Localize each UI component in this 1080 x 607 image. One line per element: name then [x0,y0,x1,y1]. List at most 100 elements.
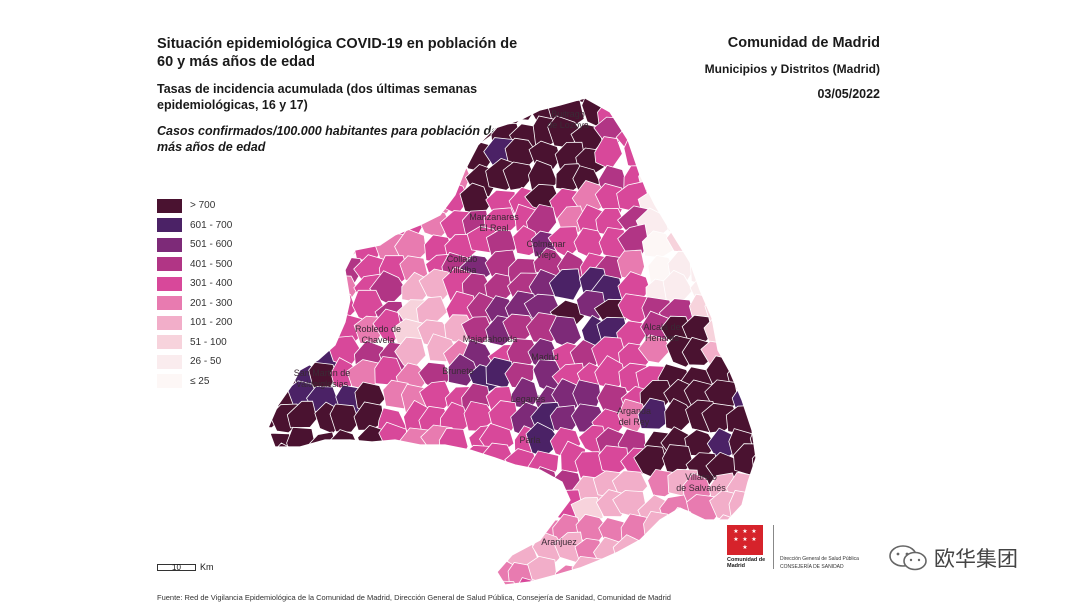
municipality-area [312,553,345,585]
municipality-area [750,354,756,388]
municipality-area [749,226,756,259]
legend-item: 501 - 600 [157,235,232,255]
municipality-area [268,98,276,104]
municipality-area [679,136,716,169]
map-subtitle: Tasas de incidencia acumulada (dos últim… [157,82,478,112]
municipality-area [336,141,366,176]
municipality-area [288,453,324,483]
municipality-area [268,497,273,526]
municipality-area [309,431,338,461]
municipality-area [268,342,274,373]
municipality-area [268,360,279,394]
municipality-area [464,98,499,126]
municipality-area [665,116,695,147]
municipality-area [268,251,296,283]
place-label: Leganés [511,394,546,404]
municipality-area [402,98,436,121]
municipality-area [312,186,343,220]
legend-item: 401 - 500 [157,255,232,275]
municipality-area [316,98,346,107]
legend-swatch [157,257,182,272]
municipality-area [268,495,297,530]
municipality-area [268,186,282,220]
municipality-area [268,98,296,105]
logo-line-2: CONSEJERÍA DE SANIDAD [780,564,844,570]
municipality-area [372,476,406,507]
municipality-area [751,269,756,304]
municipality-area [268,142,302,175]
municipality-area [724,581,756,585]
place-label: Manzanares El Real [469,212,519,233]
scale-unit: Km [200,562,214,572]
municipality-area [268,117,295,153]
municipality-area [703,98,735,105]
wechat-icon [889,545,927,571]
municipality-area [292,161,323,194]
municipality-area [268,296,272,325]
municipality-area [730,253,756,285]
municipality-area [423,143,459,177]
map-scope: Municipios y Distritos (Madrid) [704,62,880,76]
municipality-area [305,98,339,122]
municipality-area [283,189,322,220]
municipality-area [709,187,743,217]
municipality-area [268,321,273,355]
municipality-area [396,98,429,109]
municipality-area [281,551,318,585]
municipality-area [347,467,381,500]
legend-item: 601 - 700 [157,216,232,236]
municipality-area [336,446,369,478]
municipality-area [728,490,756,523]
municipality-area [637,397,669,430]
municipality-area [597,561,633,585]
municipality-area [622,98,654,109]
municipality-area [268,386,271,421]
legend-swatch [157,335,182,350]
municipality-area [394,446,426,480]
place-label: Brunete [442,366,474,376]
municipality-area [373,101,408,130]
municipality-area [268,445,279,478]
municipality-area [749,298,756,330]
municipality-area [438,137,473,168]
municipality-area [286,288,320,324]
municipality-area [662,560,693,585]
municipality-area [356,496,393,526]
municipality-area [457,110,494,145]
scale-bar: 10 Km [157,562,214,572]
municipality-area [709,99,738,131]
municipality-area [359,137,387,166]
municipality-area [351,161,389,195]
municipality-area [528,466,560,499]
municipality-area [326,491,363,521]
place-label: Buitrago de Lozoya [547,109,589,130]
municipality-area [289,489,324,525]
municipality-area [421,98,450,101]
municipality-area [330,535,361,563]
municipality-area [663,159,694,192]
legend-label: 51 - 100 [190,336,227,348]
municipality-area [307,162,340,193]
place-label: Majadahonda [463,334,518,344]
municipality-area [291,117,322,148]
municipality-area [396,190,423,223]
legend-label: 601 - 700 [190,219,233,231]
legend-item: ≤ 25 [157,372,232,392]
municipality-area [376,445,410,478]
municipality-area [338,156,372,189]
region-info: Comunidad de Madrid Municipios y Distrit… [705,35,880,101]
municipality-area [358,98,392,108]
map-title: Situación epidemiológica COVID-19 en pob… [157,36,518,70]
legend-item: > 700 [157,196,232,216]
municipality-area [751,407,756,443]
municipality-area [326,203,360,232]
municipality-area [483,98,521,110]
municipality-area [548,268,582,301]
municipality-area [337,100,368,133]
municipality-area [373,98,401,105]
municipality-area [268,205,297,240]
watermark-text: 欧华集团 [934,547,1018,571]
municipality-area [290,475,328,505]
municipality-area [419,497,447,527]
municipality-area [706,203,742,238]
